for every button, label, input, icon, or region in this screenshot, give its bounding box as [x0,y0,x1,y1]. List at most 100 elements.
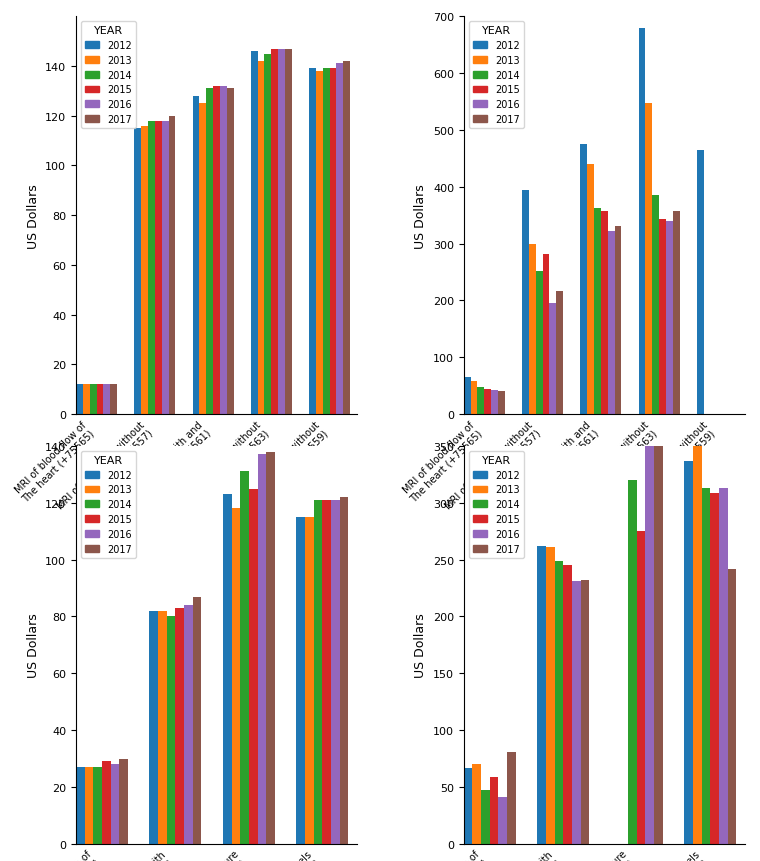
Bar [83,385,90,415]
Y-axis label: US Dollars: US Dollars [414,183,427,248]
Bar [499,797,507,844]
Bar [594,209,601,415]
Bar [162,121,169,415]
Bar [278,49,285,415]
Bar [223,495,232,844]
Bar [673,212,679,415]
Bar [155,121,162,415]
Bar [240,472,249,844]
Legend: 2012, 2013, 2014, 2015, 2016, 2017: 2012, 2013, 2014, 2015, 2016, 2017 [81,22,136,129]
Bar [727,569,736,844]
Bar [522,190,529,415]
Bar [556,291,563,415]
Bar [581,580,589,844]
Bar [587,164,594,415]
Bar [193,597,201,844]
Bar [536,271,543,415]
Bar [97,385,103,415]
Bar [258,455,266,844]
Bar [710,493,719,844]
Bar [615,226,622,415]
Bar [266,452,275,844]
Bar [316,71,323,415]
Bar [111,765,119,844]
Bar [337,65,344,415]
Bar [581,145,587,415]
Bar [563,566,572,844]
Bar [464,768,473,844]
Bar [110,385,117,415]
Bar [701,488,710,844]
Y-axis label: US Dollars: US Dollars [414,613,427,678]
Bar [84,767,93,844]
Bar [684,461,693,844]
Bar [572,581,581,844]
Bar [464,378,470,415]
Bar [529,245,536,415]
Bar [489,777,499,844]
Bar [76,385,83,415]
Bar [93,767,102,844]
Bar [491,391,498,415]
Bar [103,385,110,415]
Bar [537,547,546,844]
Bar [199,104,206,415]
Bar [206,90,213,415]
Bar [477,388,484,415]
Bar [285,49,292,415]
Bar [601,211,608,415]
Bar [226,90,233,415]
Bar [184,605,193,844]
Bar [498,392,505,415]
Bar [330,70,337,415]
Bar [719,488,727,844]
Bar [344,62,350,415]
Bar [481,790,489,844]
Bar [628,480,637,844]
Bar [473,765,481,844]
Bar [659,220,666,415]
Bar [148,121,155,415]
Bar [264,54,271,415]
Bar [314,500,322,844]
Bar [213,87,220,415]
Bar [158,611,166,844]
Bar [305,517,314,844]
Bar [697,151,704,415]
Bar [166,616,176,844]
Bar [90,385,97,415]
Bar [220,87,226,415]
Bar [192,96,199,415]
Bar [340,498,348,844]
Bar [652,195,659,415]
Bar [322,500,331,844]
Bar [150,611,158,844]
Bar [666,221,673,415]
Bar [645,103,652,415]
Bar [309,70,316,415]
Bar [654,435,663,844]
Bar [637,531,645,844]
Bar [258,62,264,415]
Legend: 2012, 2013, 2014, 2015, 2016, 2017: 2012, 2013, 2014, 2015, 2016, 2017 [81,451,136,558]
Legend: 2012, 2013, 2014, 2015, 2016, 2017: 2012, 2013, 2014, 2015, 2016, 2017 [469,451,524,558]
Bar [693,442,701,844]
Bar [331,500,340,844]
Bar [135,129,141,415]
Y-axis label: US Dollars: US Dollars [27,183,40,248]
Bar [470,381,477,415]
Bar [251,52,258,415]
Bar [638,28,645,415]
Bar [232,509,240,844]
Bar [119,759,128,844]
Bar [555,561,563,844]
Bar [76,767,84,844]
Bar [645,444,654,844]
Bar [271,49,278,415]
Bar [549,303,556,415]
Bar [546,548,555,844]
Bar [543,255,549,415]
Bar [323,70,330,415]
Bar [176,608,184,844]
Bar [608,232,615,415]
